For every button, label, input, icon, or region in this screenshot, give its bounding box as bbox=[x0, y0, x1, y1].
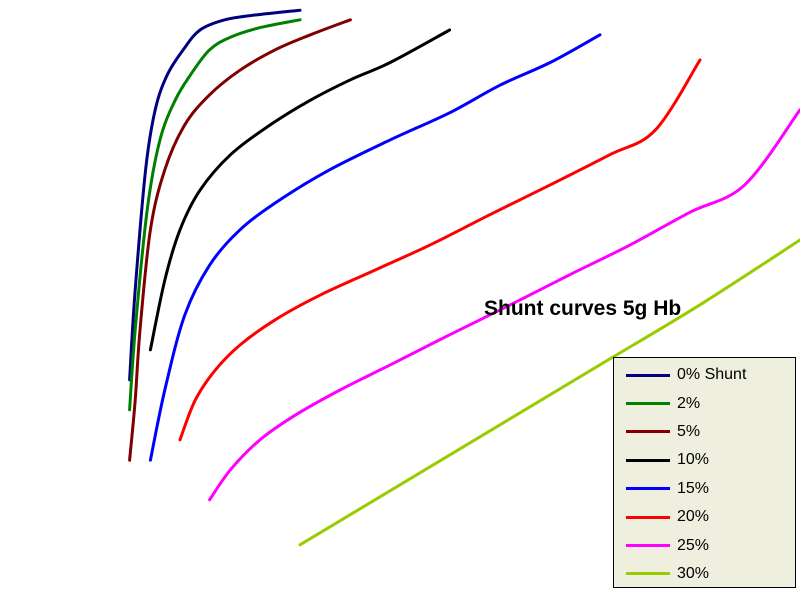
legend-swatch-0 bbox=[626, 373, 670, 377]
legend-item-5: 20% bbox=[614, 503, 795, 531]
legend-item-4: 15% bbox=[614, 475, 795, 503]
chart-title: Shunt curves 5g Hb bbox=[484, 297, 682, 320]
legend-item-2: 5% bbox=[614, 418, 795, 446]
legend-label-3: 10% bbox=[677, 451, 710, 469]
legend-swatch-3 bbox=[626, 458, 670, 462]
series-line-0 bbox=[128, 8, 302, 382]
series-line-5 bbox=[178, 58, 702, 442]
series-line-3 bbox=[148, 28, 452, 352]
series-layer bbox=[128, 8, 800, 547]
legend-swatch-1 bbox=[626, 402, 670, 406]
legend-swatch-2 bbox=[626, 430, 670, 434]
legend-swatch-6 bbox=[626, 544, 670, 548]
legend-item-3: 10% bbox=[614, 446, 795, 474]
legend-item-6: 25% bbox=[614, 531, 795, 559]
series-line-1 bbox=[128, 18, 302, 412]
series-line-7 bbox=[298, 238, 800, 547]
legend-label-0: 0% Shunt bbox=[677, 366, 747, 384]
legend-label-4: 15% bbox=[677, 479, 710, 497]
legend-item-1: 2% bbox=[614, 389, 795, 417]
legend-item-7: 30% bbox=[614, 560, 795, 588]
legend-item-0: 0% Shunt bbox=[614, 361, 795, 389]
series-line-4 bbox=[148, 33, 602, 462]
legend-label-7: 30% bbox=[677, 564, 710, 582]
legend-label-1: 2% bbox=[677, 394, 701, 412]
series-line-6 bbox=[208, 108, 800, 502]
legend-label-2: 5% bbox=[677, 422, 701, 440]
legend-swatch-4 bbox=[626, 487, 670, 491]
legend-swatch-7 bbox=[626, 572, 670, 576]
legend-label-6: 25% bbox=[677, 536, 710, 554]
legend-swatch-5 bbox=[626, 515, 670, 519]
series-line-2 bbox=[128, 18, 352, 462]
legend: 0% Shunt 2% 5% 10% 15% 20% 25% 30% bbox=[613, 357, 796, 588]
legend-label-5: 20% bbox=[677, 508, 710, 526]
